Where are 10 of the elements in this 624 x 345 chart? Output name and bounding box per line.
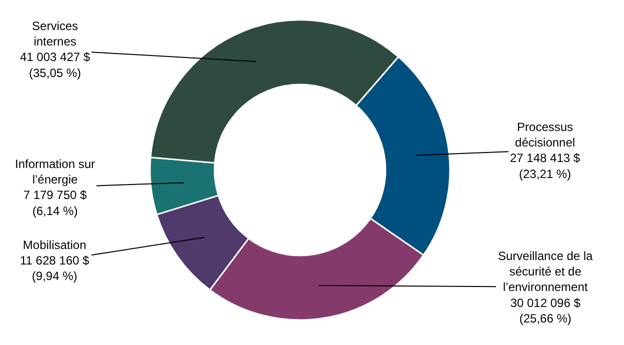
slice-label: Surveillance de la sécurité et de l’environnement [498,249,594,294]
slice-label: Services internes [32,19,78,49]
data-label: 41 003 427 $ (35,05 %) [20,50,90,80]
slice-label: Processus décisionnel [515,120,576,150]
data-label: 11 628 160 $ (9,94 %) [20,254,90,284]
data-label: 30 012 096 $ (25,66 %) [510,296,581,326]
slice-label: Mobilisation [22,238,86,252]
data-label: 7 179 750 $ (6,14 %) [23,188,88,218]
data-label: 27 148 413 $ (23,21 %) [510,151,580,181]
slice-label: Information sur l’énergie [15,157,96,187]
